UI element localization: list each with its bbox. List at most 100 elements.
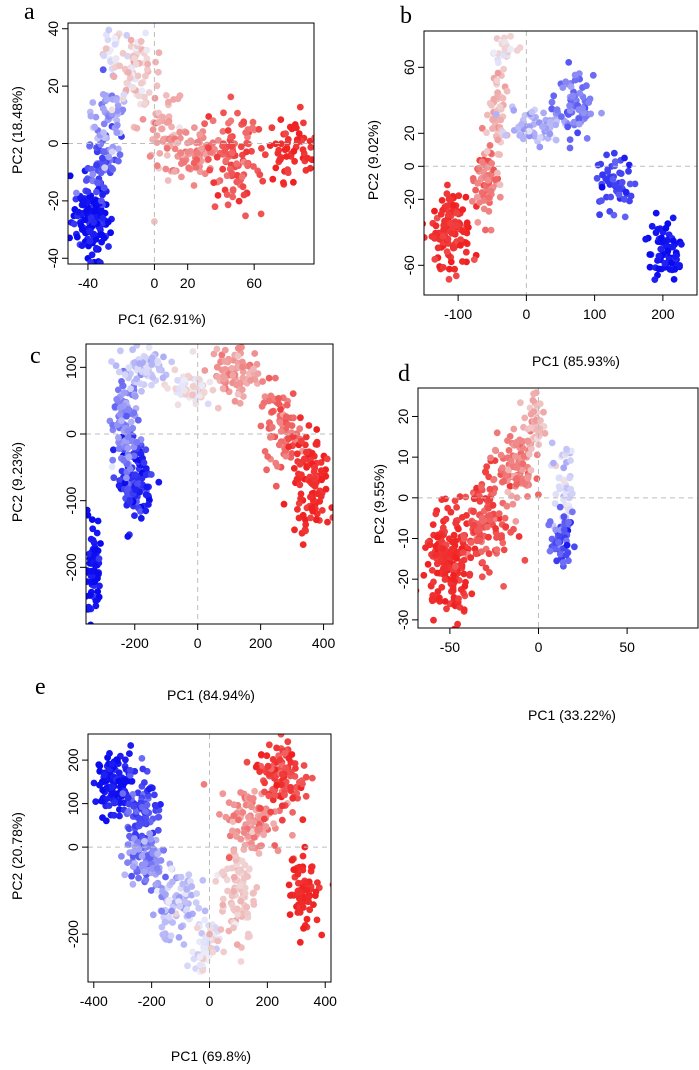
data-point [275,395,282,402]
data-point [192,400,200,408]
data-point [483,463,491,471]
data-point [566,144,574,152]
data-point [437,210,445,218]
data-point [104,36,112,44]
data-point [548,439,556,447]
data-point [496,151,503,159]
data-point [142,507,150,515]
data-point [296,481,304,489]
data-point [82,177,90,184]
data-point [142,471,150,479]
data-point [215,136,222,144]
data-point [611,158,619,166]
data-point [136,820,143,827]
data-point [507,45,514,53]
data-point [303,915,311,923]
data-point [129,880,137,888]
data-point [92,602,100,610]
data-point [569,508,576,516]
data-point [258,402,266,410]
data-point [234,868,242,875]
data-point [127,418,135,426]
data-point [512,518,520,525]
data-point [462,248,470,256]
data-point [133,438,141,446]
data-point [497,451,505,459]
data-point [288,450,296,457]
data-point [130,802,138,810]
data-point [280,179,287,187]
data-point [257,422,265,430]
data-point [86,506,91,514]
data-point [220,948,228,956]
data-point [257,210,265,218]
data-point [103,783,111,791]
data-point [176,128,184,136]
data-point [183,885,191,893]
data-point [105,243,112,250]
data-point [94,588,102,595]
data-point [567,457,574,464]
data-point [123,31,131,39]
data-point [424,560,432,568]
data-point [124,841,132,849]
data-point [119,790,127,797]
data-point [70,220,78,228]
y-tick-label: 0 [45,139,61,147]
data-point [285,881,293,889]
data-point [158,923,166,931]
y-tick-label: -100 [63,486,79,514]
data-point [533,451,541,459]
data-point [555,538,562,546]
y-tick-label: 20 [395,408,411,424]
data-point [518,120,525,128]
data-point [220,372,227,380]
data-point [432,229,439,237]
data-point [155,478,163,486]
data-point [530,408,538,415]
data-point [248,147,255,155]
data-point [91,263,95,264]
data-point [240,829,248,836]
data-point [438,496,446,503]
data-point [227,133,235,141]
data-point [196,168,204,176]
data-point [313,916,321,924]
data-point [540,109,547,117]
data-point [312,440,320,448]
data-point [133,124,141,132]
data-point [486,496,494,503]
data-point [503,87,511,95]
data-point [169,919,177,926]
data-point [87,621,94,624]
data-point [250,901,258,908]
data-point [278,802,286,810]
data-point [116,404,124,411]
data-point [482,226,489,234]
data-point [483,129,490,137]
data-point [228,169,236,177]
data-point [306,906,314,914]
data-point [190,182,198,189]
data-points [418,389,578,628]
data-point [664,247,672,255]
data-point [168,865,175,873]
data-point [152,58,160,66]
data-point [129,424,137,432]
data-point [259,177,267,185]
data-point [237,897,245,905]
y-tick-label: -20 [401,189,417,209]
data-point [589,71,597,79]
data-point [111,799,119,806]
data-point [424,234,428,241]
data-point [460,535,468,543]
data-point [159,374,167,382]
data-point [563,445,570,453]
data-point [313,426,321,433]
data-point [155,49,163,57]
data-point [141,779,148,786]
data-point [110,474,118,482]
data-point [318,931,326,939]
data-point [283,401,291,409]
data-point [256,171,264,179]
